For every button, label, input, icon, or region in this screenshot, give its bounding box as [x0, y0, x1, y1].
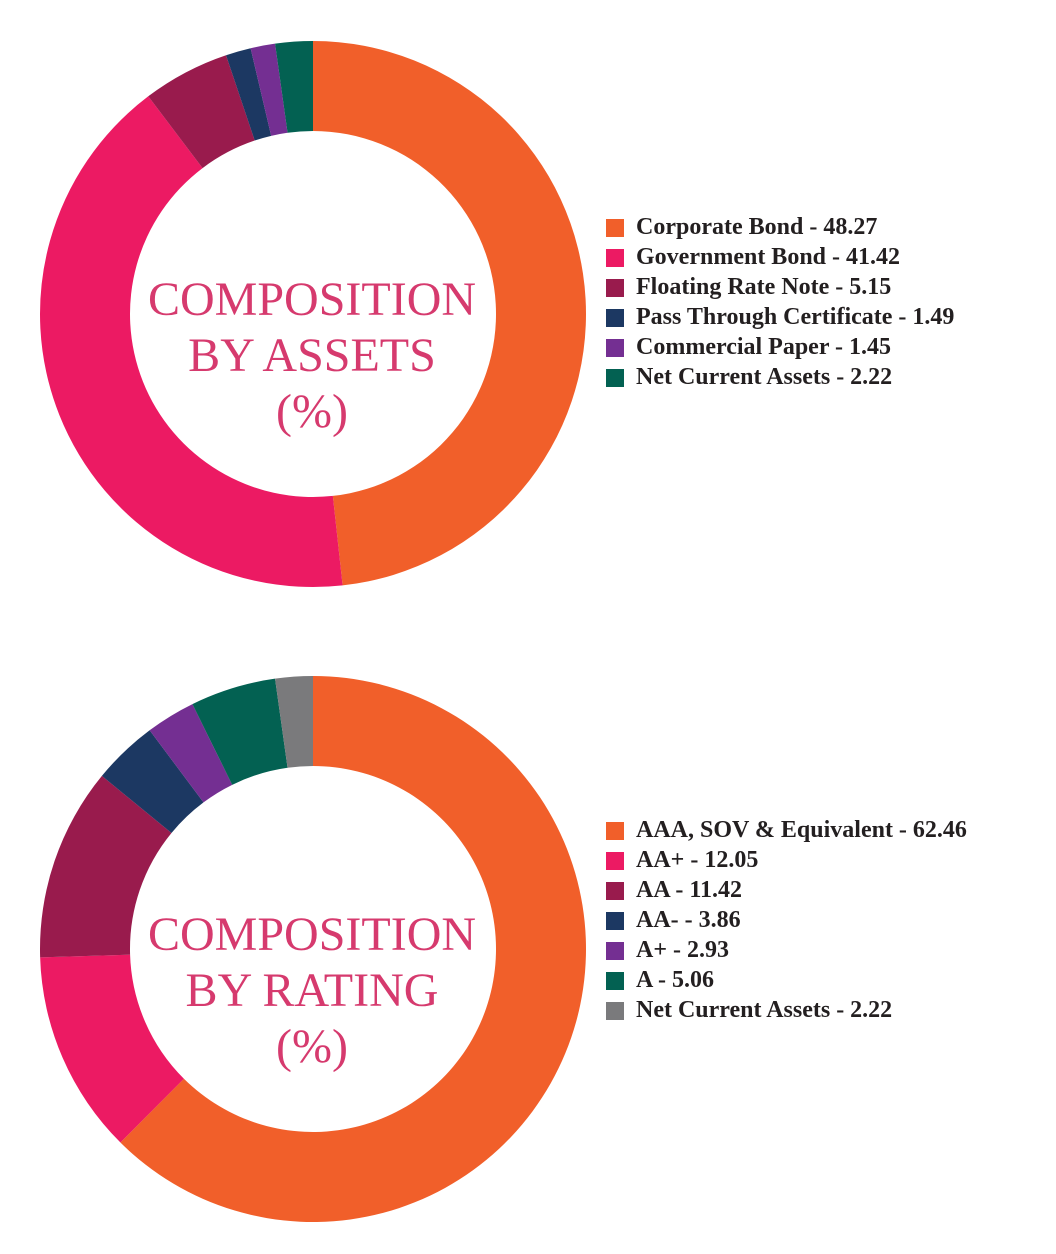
- donut-slice-pass-through-certificate: [226, 48, 272, 141]
- donut-slice-a: [149, 704, 233, 803]
- legend-label: A - 5.06: [636, 967, 714, 993]
- legend-item-aa: AA- - 3.86: [606, 905, 976, 935]
- legend-label: Net Current Assets - 2.22: [636, 997, 893, 1023]
- legend-label: AA+ - 12.05: [636, 847, 759, 873]
- legend-item-net-current-assets: Net Current Assets - 2.22: [606, 362, 954, 392]
- legend-swatch: [606, 309, 624, 327]
- legend-swatch: [606, 852, 624, 870]
- legend-label: Government Bond - 41.42: [636, 244, 900, 270]
- donut-slice-net-current-assets: [275, 676, 313, 768]
- legend-item-pass-through-certificate: Pass Through Certificate - 1.49: [606, 302, 954, 332]
- legend-swatch: [606, 912, 624, 930]
- legend-item-net-current-assets: Net Current Assets - 2.22: [606, 995, 976, 1025]
- legend-swatch: [606, 942, 624, 960]
- assets-title-line-1: COMPOSITION: [147, 273, 477, 326]
- legend-label: Commercial Paper - 1.45: [636, 334, 892, 360]
- donut-slice-net-current-assets: [275, 41, 313, 133]
- legend-label: Floating Rate Note - 5.15: [636, 274, 892, 300]
- rating-donut: [40, 676, 586, 1222]
- assets-donut: [39, 41, 587, 588]
- rating-chart-title: COMPOSITION BY RATING (%): [142, 907, 482, 1075]
- assets-chart-title: COMPOSITION BY ASSETS (%): [142, 272, 482, 440]
- legend-item-a: A+ - 2.93: [606, 935, 976, 965]
- donut-slice-aa: [101, 730, 204, 833]
- assets-legend: Corporate Bond - 48.27 Government Bond - …: [606, 212, 954, 392]
- legend-swatch: [606, 279, 624, 297]
- legend-swatch: [606, 219, 624, 237]
- legend-swatch: [606, 339, 624, 357]
- assets-title-line-3: (%): [276, 385, 348, 438]
- donut-slice-a: [192, 678, 288, 785]
- legend-swatch: [606, 369, 624, 387]
- rating-title-line-3: (%): [276, 1020, 348, 1073]
- donut-slice-aa: [40, 775, 172, 958]
- composition-by-rating-chart: COMPOSITION BY RATING (%) AAA, SOV & Equ…: [0, 640, 1056, 1254]
- legend-item-aaa-sov-equivalent: AAA, SOV & Equivalent - 62.46: [606, 815, 976, 845]
- legend-item-corporate-bond: Corporate Bond - 48.27: [606, 212, 954, 242]
- donut-slice-government-bond: [39, 96, 343, 588]
- legend-label: AA - 11.42: [636, 877, 743, 903]
- legend-swatch: [606, 972, 624, 990]
- rating-title-line-2: BY RATING: [185, 964, 439, 1017]
- legend-item-commercial-paper: Commercial Paper - 1.45: [606, 332, 954, 362]
- legend-swatch: [606, 882, 624, 900]
- assets-title-line-2: BY ASSETS: [188, 329, 436, 382]
- donut-slice-aaa-sov-equivalent: [120, 676, 586, 1222]
- legend-label: Net Current Assets - 2.22: [636, 364, 893, 390]
- donut-slice-aa: [40, 954, 184, 1143]
- legend-swatch: [606, 1002, 624, 1020]
- composition-by-assets-chart: COMPOSITION BY ASSETS (%) Corporate Bond…: [0, 0, 1056, 620]
- donut-slice-commercial-paper: [250, 43, 288, 136]
- rating-legend: AAA, SOV & Equivalent - 62.46 AA+ - 12.05…: [606, 815, 976, 1025]
- donut-slice-corporate-bond: [313, 41, 587, 586]
- legend-swatch: [606, 249, 624, 267]
- donut-slice-floating-rate-note: [148, 55, 255, 169]
- legend-label: AAA, SOV & Equivalent - 62.46: [636, 817, 967, 843]
- legend-label: AA- - 3.86: [636, 907, 741, 933]
- legend-label: Pass Through Certificate - 1.49: [636, 304, 955, 330]
- legend-label: A+ - 2.93: [636, 937, 729, 963]
- legend-item-a: A - 5.06: [606, 965, 976, 995]
- legend-item-government-bond: Government Bond - 41.42: [606, 242, 954, 272]
- legend-item-floating-rate-note: Floating Rate Note - 5.15: [606, 272, 954, 302]
- legend-item-aa: AA+ - 12.05: [606, 845, 976, 875]
- rating-title-line-1: COMPOSITION: [147, 908, 477, 961]
- legend-label: Corporate Bond - 48.27: [636, 214, 878, 240]
- legend-item-aa: AA - 11.42: [606, 875, 976, 905]
- legend-swatch: [606, 822, 624, 840]
